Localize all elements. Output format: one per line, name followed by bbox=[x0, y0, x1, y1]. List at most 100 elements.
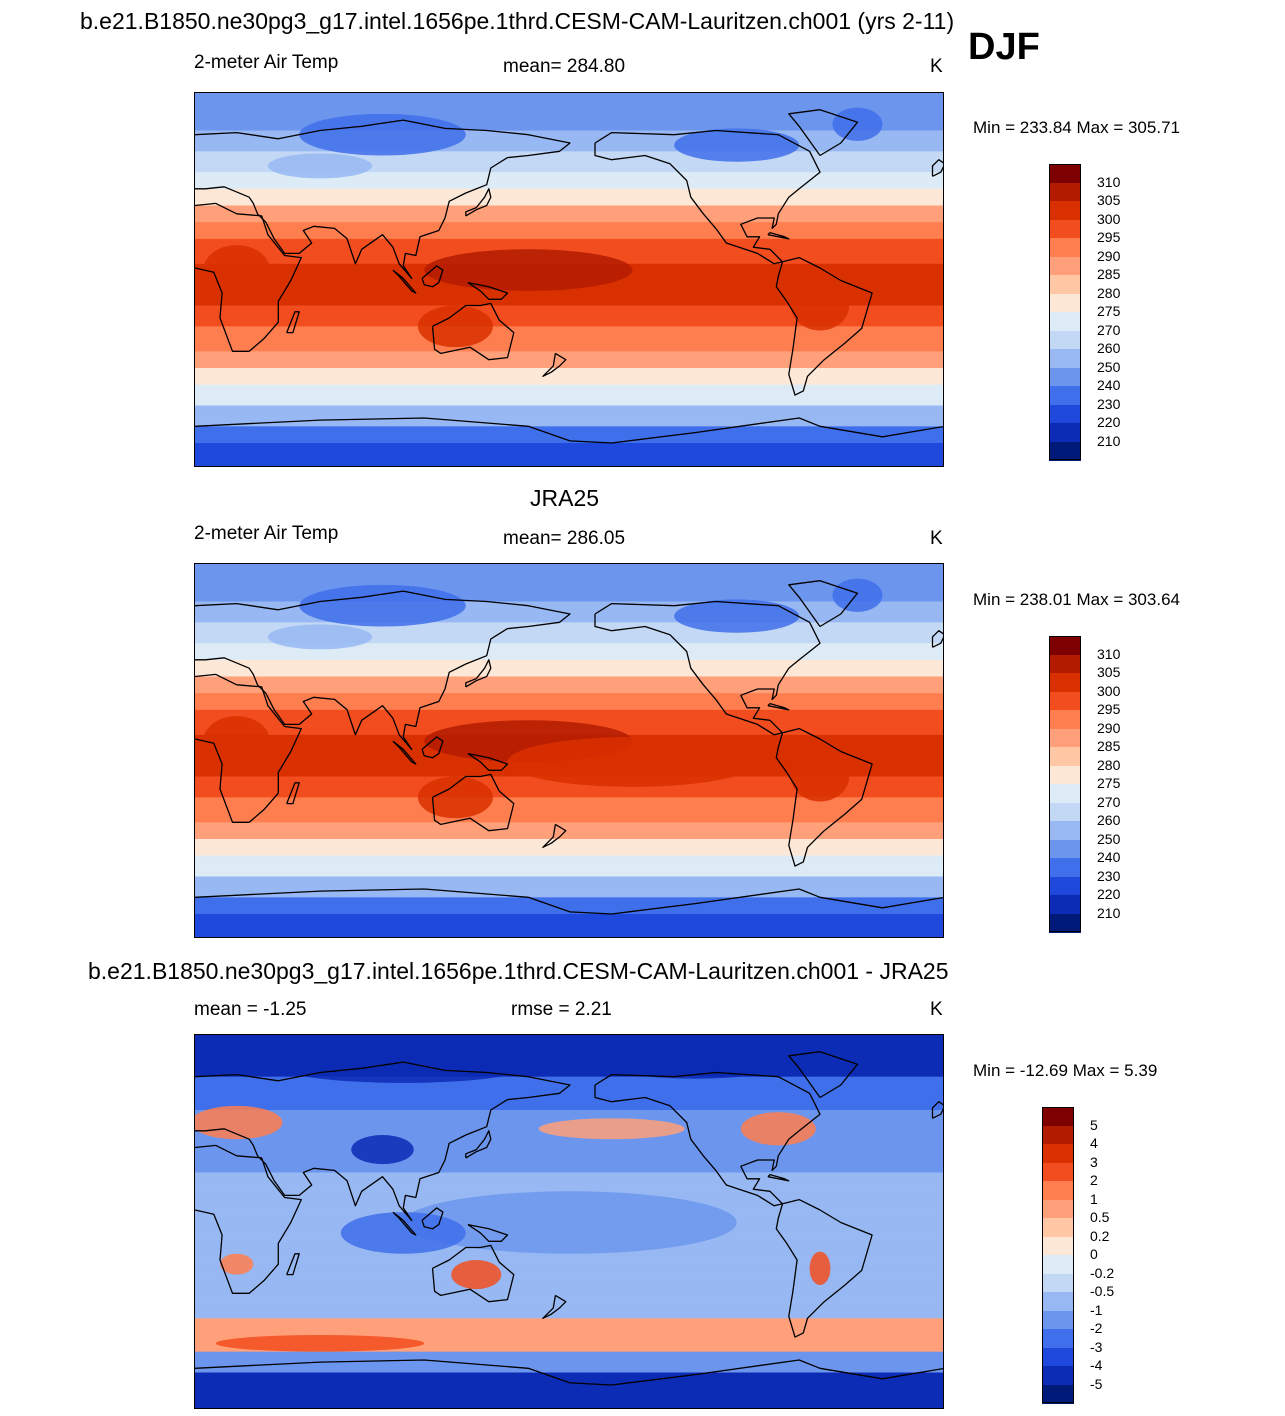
coastline-antarctica bbox=[195, 1359, 943, 1386]
field-band bbox=[195, 376, 943, 382]
map-svg bbox=[195, 93, 943, 466]
field-band bbox=[195, 93, 943, 98]
field-band bbox=[195, 1293, 943, 1299]
colorbar-tick-label: 305 bbox=[1097, 192, 1121, 208]
field-band bbox=[195, 455, 943, 461]
field-band bbox=[195, 830, 943, 836]
field-anomaly bbox=[674, 599, 800, 633]
field-band bbox=[195, 864, 943, 869]
colorbar-swatch bbox=[1042, 1384, 1074, 1404]
field-band bbox=[195, 318, 943, 323]
field-band bbox=[195, 834, 943, 840]
field-band bbox=[195, 338, 943, 344]
field-band bbox=[195, 1264, 943, 1269]
colorbar-tick-label: 0.5 bbox=[1090, 1209, 1110, 1225]
colorbar-swatch bbox=[1042, 1329, 1074, 1348]
coastline-north-america bbox=[594, 600, 821, 736]
field-band bbox=[195, 1385, 943, 1390]
field-band bbox=[195, 584, 943, 590]
coastline-new-zealand bbox=[542, 1294, 567, 1319]
field-anomaly bbox=[417, 776, 493, 819]
field-band bbox=[195, 1376, 943, 1382]
coastline-greenland bbox=[788, 109, 859, 157]
field-band bbox=[195, 593, 943, 598]
field-band bbox=[195, 1185, 943, 1190]
field-band bbox=[195, 205, 943, 211]
colorbar-tick-label: 230 bbox=[1097, 395, 1121, 412]
colorbar-tick-label: 0 bbox=[1090, 1246, 1098, 1262]
coastline-new-guinea bbox=[467, 281, 509, 300]
panel3-mean: mean = -1.25 bbox=[194, 999, 307, 1020]
panel1-minmax: Min = 233.84 Max = 305.71 bbox=[973, 118, 1180, 137]
field-band bbox=[195, 409, 943, 415]
field-band bbox=[195, 1351, 943, 1357]
field-band bbox=[195, 664, 943, 669]
field-band bbox=[195, 1039, 943, 1044]
coastline-south-america bbox=[775, 256, 873, 396]
map-svg bbox=[195, 564, 943, 937]
colorbar-frame bbox=[1049, 164, 1081, 460]
field-band bbox=[195, 1326, 943, 1332]
colorbar-tick-label: 3 bbox=[1090, 1153, 1098, 1170]
field-band bbox=[195, 926, 943, 932]
colorbar-tick-label: 300 bbox=[1097, 682, 1121, 699]
field-band bbox=[195, 347, 943, 352]
colorbar-swatch bbox=[1042, 1199, 1074, 1219]
coastline-japan bbox=[465, 659, 492, 688]
colorbar-swatch bbox=[1049, 654, 1081, 674]
field-band bbox=[195, 1093, 943, 1099]
field-band bbox=[195, 1289, 943, 1294]
coastline-australia bbox=[431, 773, 515, 832]
field-band bbox=[195, 422, 943, 427]
field-band bbox=[195, 393, 943, 398]
field-band bbox=[195, 322, 943, 327]
field-band bbox=[195, 1172, 943, 1178]
field-band bbox=[195, 868, 943, 873]
panel3-units: K bbox=[930, 999, 943, 1020]
colorbar-tick-label: -4 bbox=[1090, 1357, 1103, 1373]
field-band bbox=[195, 143, 943, 148]
field-band bbox=[195, 705, 943, 711]
field-band bbox=[195, 597, 943, 603]
field-band bbox=[195, 418, 943, 423]
colorbar-tick-label: 310 bbox=[1097, 645, 1121, 662]
colorbar-tick-label: 220 bbox=[1097, 886, 1121, 902]
field-band bbox=[195, 789, 943, 794]
colorbar-tick-label: 220 bbox=[1097, 414, 1121, 430]
field-band bbox=[195, 1051, 943, 1057]
field-band bbox=[195, 793, 943, 798]
colorbar-swatch bbox=[1049, 386, 1081, 405]
coastline-south-america bbox=[775, 727, 873, 867]
field-band bbox=[195, 822, 943, 828]
coastline-antarctica bbox=[195, 417, 943, 444]
field-anomaly bbox=[299, 113, 466, 156]
field-anomaly bbox=[809, 1251, 831, 1285]
coastline-madagascar bbox=[286, 1253, 300, 1276]
panel3-title: b.e21.B1850.ne30pg3_g17.intel.1656pe.1th… bbox=[88, 958, 949, 984]
field-band bbox=[195, 126, 943, 132]
field-band bbox=[195, 388, 943, 394]
field-anomaly bbox=[203, 716, 270, 767]
colorbar-tick-label: 270 bbox=[1097, 793, 1121, 810]
field-anomaly bbox=[351, 1135, 414, 1165]
field-band bbox=[195, 714, 943, 719]
field-band bbox=[195, 334, 943, 340]
field-band bbox=[195, 901, 943, 907]
field-band bbox=[195, 1072, 943, 1078]
field-band bbox=[195, 1260, 943, 1265]
field-anomaly bbox=[832, 107, 883, 141]
colorbar-swatch bbox=[1042, 1181, 1074, 1200]
field-band bbox=[195, 709, 943, 715]
field-band bbox=[195, 247, 943, 252]
field-band bbox=[195, 1055, 943, 1061]
colorbar-tick-label: 240 bbox=[1097, 377, 1121, 393]
colorbar-swatch bbox=[1042, 1236, 1074, 1256]
field-band bbox=[195, 630, 943, 636]
colorbar-tick-label: 250 bbox=[1097, 358, 1121, 375]
field-band bbox=[195, 159, 943, 165]
coastline-japan bbox=[465, 1130, 492, 1159]
field-band bbox=[195, 701, 943, 707]
coastline-uk bbox=[931, 630, 943, 648]
field-band bbox=[195, 893, 943, 898]
field-band bbox=[195, 1085, 943, 1090]
